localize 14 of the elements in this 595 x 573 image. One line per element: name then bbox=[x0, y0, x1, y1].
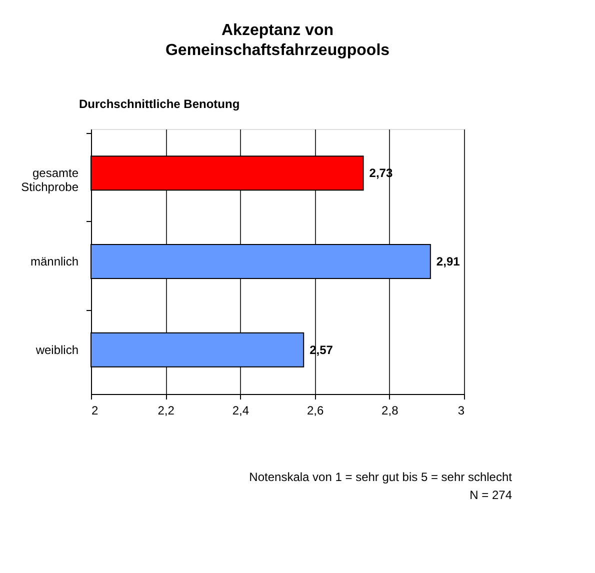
chart-title: Akzeptanz von Gemeinschaftsfahrzeugpools bbox=[165, 22, 390, 59]
text: Notenskala von 1 = sehr gut bis 5 = sehr schlecht bbox=[249, 470, 513, 484]
y-tick-label: männlich bbox=[30, 254, 78, 268]
x-tick-label: 2,4 bbox=[232, 404, 250, 418]
y-tick-label: gesamte Stichprobe bbox=[21, 166, 79, 194]
chart-subtitle: Durchschnittliche Benotung bbox=[79, 97, 240, 111]
x-tick-label: 2,2 bbox=[158, 404, 175, 418]
x-tick-label: 3 bbox=[458, 404, 465, 418]
x-tick-label: 2 bbox=[92, 404, 98, 418]
text: N = 274 bbox=[470, 488, 512, 502]
x-tick-label: 2,8 bbox=[382, 404, 399, 418]
x-tick-label: 2,6 bbox=[306, 404, 324, 418]
y-tick-label: weiblich bbox=[34, 342, 78, 357]
data-label: 2,91 bbox=[436, 254, 460, 268]
